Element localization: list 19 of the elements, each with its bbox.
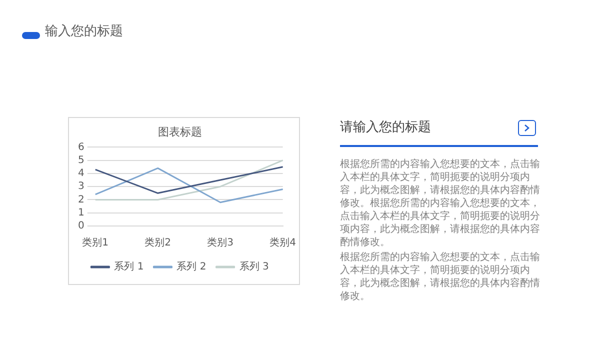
x-tick-label: 类别4 — [270, 236, 296, 249]
legend-label: 系列 3 — [239, 260, 269, 273]
legend-label: 系列 1 — [114, 260, 144, 273]
text: 请输入您的标题 — [340, 119, 431, 136]
x-tick-label: 类别1 — [82, 236, 109, 249]
text: 根据您所需的内容输入您想要的文本，点击输入本栏的具体文字，简明扼要的说明分项内容，此为概念图解，请根据您的具体内容酌情修改。 — [340, 251, 541, 303]
x-tick-label: 类别2 — [144, 236, 172, 249]
y-tick-label: 1 — [78, 207, 84, 218]
y-tick-label: 3 — [78, 181, 84, 192]
y-tick-label: 2 — [78, 194, 84, 206]
text: 输入您的标题 — [45, 23, 123, 40]
y-tick-label: 4 — [78, 168, 84, 180]
y-tick-label: 6 — [78, 142, 84, 153]
y-tick-label: 5 — [78, 154, 84, 166]
legend-label: 系列 2 — [176, 260, 206, 273]
x-tick-label: 类别3 — [207, 236, 234, 249]
y-tick-label: 0 — [78, 220, 84, 232]
chart-title: 图表标题 — [158, 125, 202, 138]
text: 根据您所需的内容输入您想要的文本，点击输入本栏的具体文字，简明扼要的说明分项内容，此为概念图解，请根据您的具体内容酌情修改。根据您所需的内容输入您想要的文本，点击输入本栏的具体文字，简明扼要的说明分项内容，此为概念图解，请根据您的具体内容酌情修改。 — [340, 158, 541, 249]
